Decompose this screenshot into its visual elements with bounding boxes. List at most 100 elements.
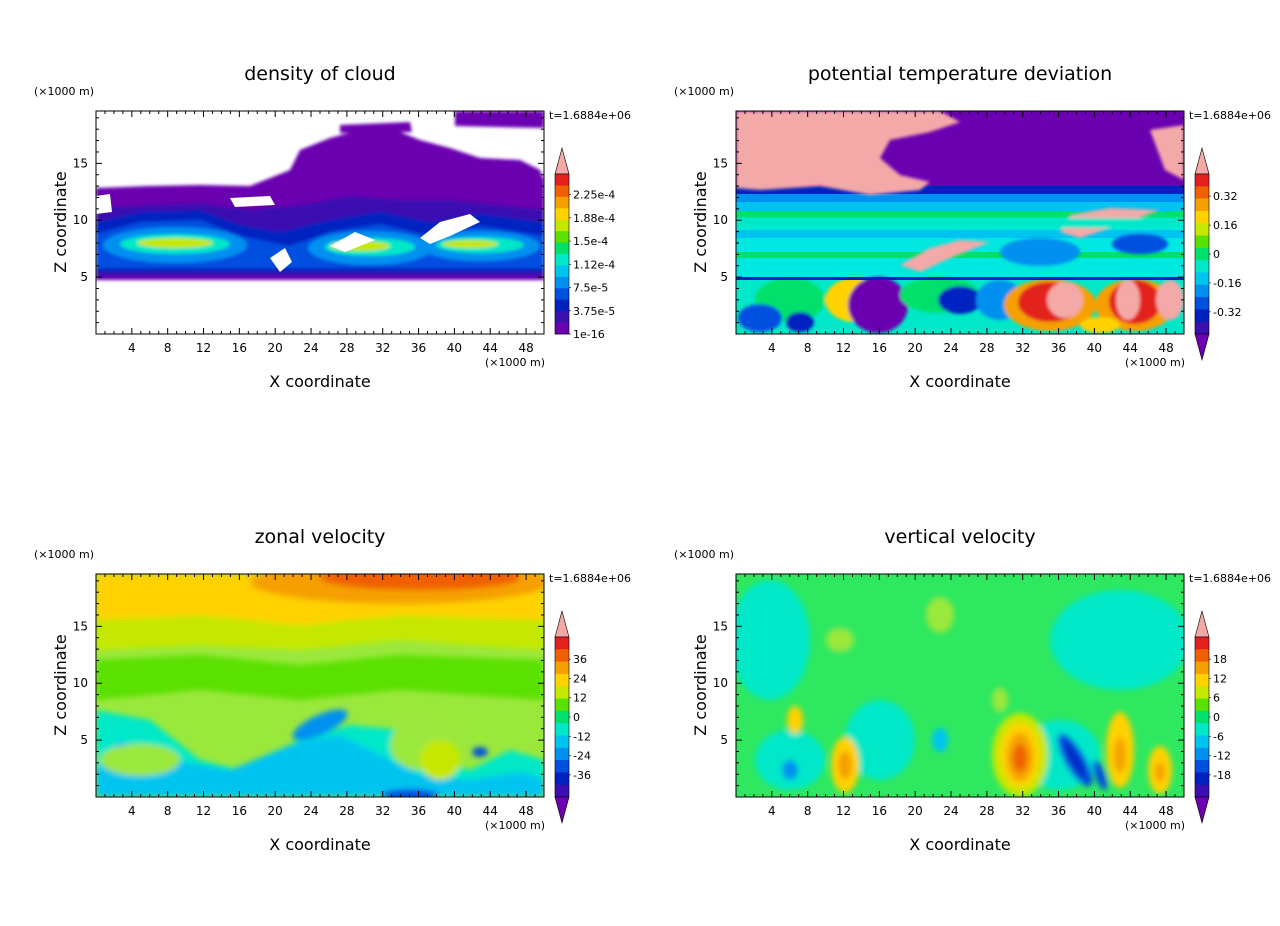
- colorbar: 36 24 12 0 -12 -24 -36: [554, 609, 591, 825]
- colorbar: 2.25e-4 1.88e-4 1.5e-4 1.12e-4 7.5e-5 3.75e-5…: [554, 146, 615, 341]
- x-tick-label: 32: [1015, 804, 1030, 818]
- colorbar-swatch: [555, 219, 569, 232]
- colorbar-swatch: [555, 174, 569, 186]
- x-tick-label: 12: [836, 341, 851, 355]
- colorbar-label: 36: [573, 653, 587, 666]
- colorbar-label: -6: [1213, 730, 1224, 743]
- x-tick-label: 16: [232, 341, 247, 355]
- colorbar-swatch: [555, 322, 569, 335]
- colorbar-swatch: [1195, 698, 1209, 712]
- colorbar-label: 18: [1213, 653, 1227, 666]
- colorbar-swatch: [555, 698, 569, 712]
- x-tick-label: 36: [411, 804, 426, 818]
- colorbar-arrow-top: [554, 609, 570, 638]
- colorbar-label: 1e-16: [573, 328, 605, 341]
- colorbar-arrow-top: [554, 146, 570, 175]
- colorbar-swatch: [555, 747, 569, 761]
- colorbar-label: 1.88e-4: [573, 212, 615, 225]
- colorbar-arrow-top: [1194, 609, 1210, 638]
- y-tick-label: 15: [73, 619, 88, 633]
- colorbar-swatch: [1195, 760, 1209, 773]
- colorbar-swatch: [555, 231, 569, 243]
- colorbar-label: 12: [573, 692, 587, 705]
- colorbar-label: 0.32: [1213, 190, 1238, 203]
- colorbar-swatch: [555, 208, 569, 221]
- contour-field: [736, 111, 1184, 334]
- colorbar-label: -36: [573, 769, 591, 782]
- colorbar-label: -0.32: [1213, 306, 1241, 319]
- panel-potential-temperature-deviation: potential temperature deviation (×1000 m…: [674, 63, 1271, 391]
- colorbar-label: 6: [1213, 692, 1220, 705]
- x-ticks: 4 8 12 16 20 24 28 32 36 40 44 48: [104, 574, 536, 818]
- x-tick-label: 24: [943, 804, 958, 818]
- x-tick-label: 4: [768, 804, 776, 818]
- colorbar-swatch: [1195, 297, 1209, 310]
- x-axis-label: X coordinate: [269, 835, 370, 854]
- contour-field: [96, 574, 544, 797]
- colorbar-arrow-bottom: [1194, 796, 1210, 825]
- time-label: t=1.6884e+06: [549, 109, 631, 122]
- colorbar-label: 0: [573, 711, 580, 724]
- colorbar-swatch: [555, 254, 569, 266]
- x-tick-label: 32: [1015, 341, 1030, 355]
- y-unit-label: (×1000 m): [674, 85, 734, 98]
- colorbar-swatch: [1195, 309, 1209, 323]
- colorbar-swatch: [555, 299, 569, 312]
- colorbar-swatch: [555, 185, 569, 198]
- colorbar-swatch: [1195, 710, 1209, 724]
- x-tick-label: 24: [943, 341, 958, 355]
- x-tick-label: 36: [1051, 804, 1066, 818]
- y-ticks: 5 10 15: [713, 117, 1184, 324]
- colorbar-swatch: [555, 686, 569, 699]
- colorbar-swatch: [555, 673, 569, 687]
- colorbar-label: -12: [1213, 750, 1231, 763]
- colorbar-swatch: [1195, 284, 1209, 298]
- y-tick-label: 5: [80, 733, 88, 747]
- x-tick-label: 28: [339, 804, 354, 818]
- y-ticks: 5 10 15: [73, 580, 544, 787]
- colorbar-swatch: [1195, 223, 1209, 236]
- colorbar-swatch: [555, 276, 569, 289]
- colorbar-arrow-bottom: [554, 796, 570, 825]
- colorbar-swatch: [1195, 673, 1209, 687]
- contour-field: [736, 574, 1184, 797]
- colorbar-label: 2.25e-4: [573, 189, 615, 202]
- x-tick-label: 44: [1123, 804, 1138, 818]
- x-unit-label: (×1000 m): [1125, 356, 1185, 369]
- colorbar-swatch: [555, 288, 569, 301]
- y-tick-label: 5: [720, 270, 728, 284]
- x-tick-label: 48: [1158, 804, 1173, 818]
- colorbar-swatch: [555, 661, 569, 675]
- colorbar-swatch: [1195, 784, 1209, 798]
- time-label: t=1.6884e+06: [1189, 109, 1271, 122]
- time-label: t=1.6884e+06: [549, 572, 631, 585]
- y-tick-label: 5: [720, 733, 728, 747]
- x-tick-label: 20: [268, 804, 283, 818]
- x-tick-label: 24: [303, 341, 318, 355]
- y-tick-label: 15: [713, 619, 728, 633]
- colorbar-swatch: [1195, 747, 1209, 761]
- x-tick-label: 44: [483, 804, 498, 818]
- y-axis-label: Z coordinate: [51, 171, 70, 272]
- colorbar-swatch: [555, 710, 569, 724]
- y-tick-label: 15: [713, 156, 728, 170]
- y-tick-label: 10: [73, 213, 88, 227]
- x-tick-label: 20: [908, 804, 923, 818]
- y-axis-label: Z coordinate: [691, 171, 710, 272]
- x-tick-label: 16: [232, 804, 247, 818]
- colorbar-swatch: [1195, 735, 1209, 749]
- colorbar-swatch: [1195, 661, 1209, 675]
- colorbar-swatch: [555, 196, 569, 209]
- x-tick-label: 8: [164, 804, 172, 818]
- x-tick-label: 12: [196, 341, 211, 355]
- panel-title: density of cloud: [244, 63, 396, 85]
- x-tick-label: 40: [1087, 804, 1102, 818]
- x-tick-label: 16: [872, 804, 887, 818]
- time-label: t=1.6884e+06: [1189, 572, 1271, 585]
- x-tick-label: 48: [1158, 341, 1173, 355]
- x-tick-label: 48: [518, 804, 533, 818]
- x-tick-label: 28: [979, 341, 994, 355]
- colorbar-arrow-bottom: [1194, 333, 1210, 362]
- y-unit-label: (×1000 m): [34, 548, 94, 561]
- x-tick-label: 32: [375, 341, 390, 355]
